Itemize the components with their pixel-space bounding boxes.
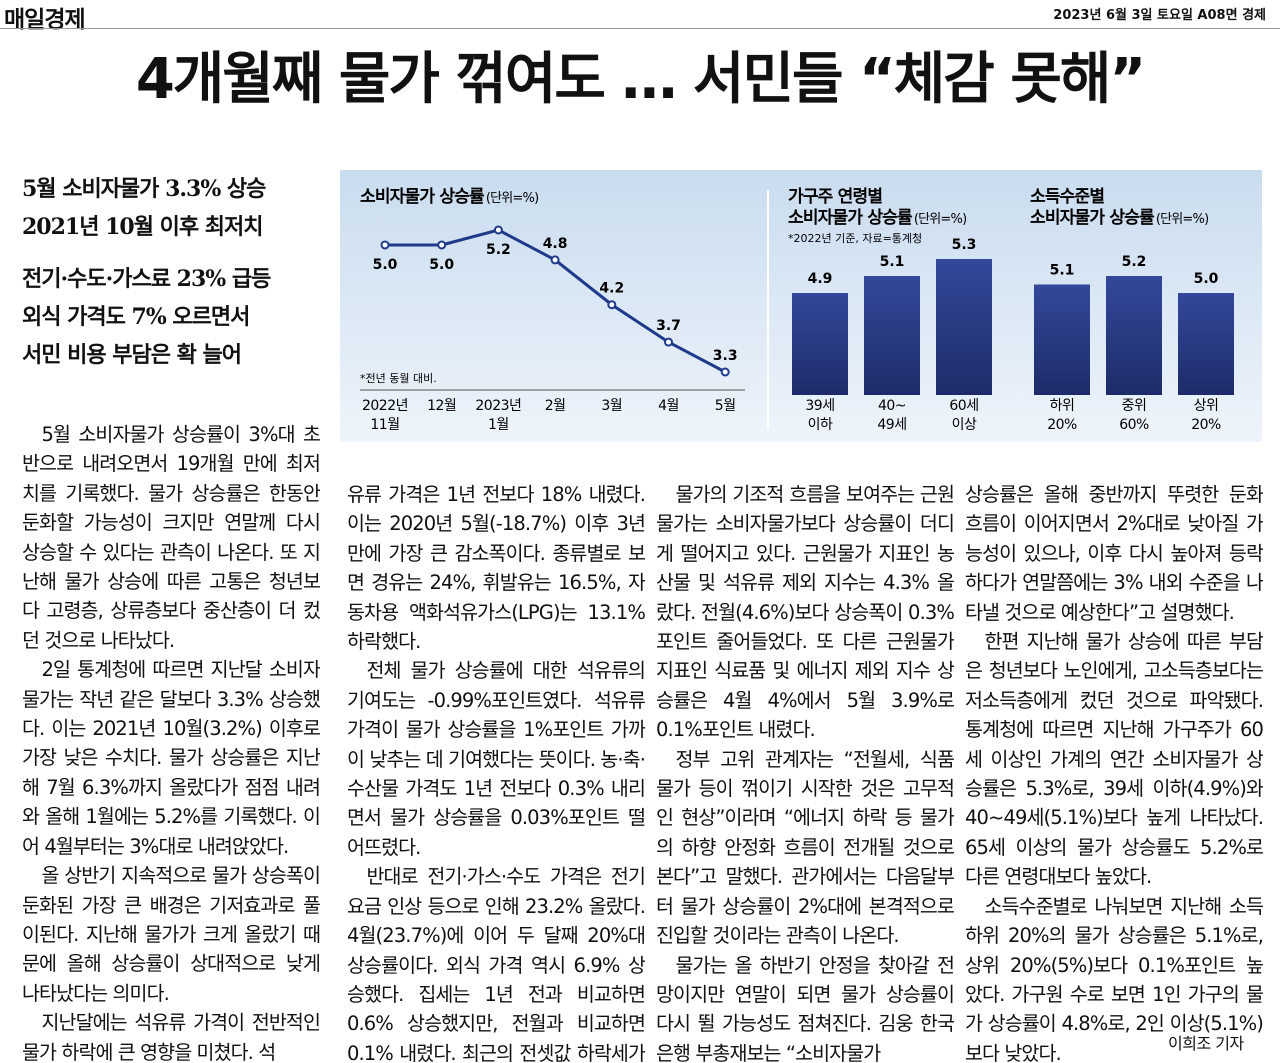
paragraph: 지난달에는 석유류 가격이 전반적인 물가 하락에 큰 영향을 미쳤다. 석 — [22, 1011, 320, 1063]
paragraph: 전체 물가 상승률에 대한 석유류의 기여도는 -0.99%포인트였다. 석유류… — [347, 659, 645, 859]
subhead-line: 서민 비용 부담은 확 늘어 — [22, 342, 242, 368]
dateline: 2023년 6월 3일 토요일 A08면 경제 — [1053, 8, 1266, 23]
paragraph: 상승률은 올해 중반까지 뚜렷한 둔화 흐름이 이어지면서 2%대로 낮아질 가… — [965, 483, 1263, 624]
point — [664, 337, 673, 347]
byline: 이희조 기자 — [1168, 1034, 1244, 1053]
paragraph: 올 상반기 지속적으로 물가 상승폭이 둔화된 가장 큰 배경은 기저효과로 풀… — [22, 864, 320, 1005]
data-label: 5.2 — [486, 242, 511, 258]
subhead-line: 외식 가격도 7% 오르면서 — [22, 304, 250, 330]
chart-unit: (단위=%) — [914, 212, 967, 227]
chart-title: 소비자물가 상승률 (단위=%) — [788, 208, 966, 228]
x-tick-label: 20% — [1047, 417, 1077, 433]
bar — [792, 293, 848, 395]
x-tick-label: 4월 — [658, 398, 679, 414]
x-tick-label: 2월 — [545, 398, 566, 414]
chart-unit: (단위=%) — [1156, 212, 1209, 227]
bar — [1178, 293, 1234, 395]
data-label: 5.0 — [1194, 271, 1219, 287]
x-tick-label: 이상 — [952, 417, 977, 433]
paragraph: 소득수준별로 나눠보면 지난해 소득 하위 20%의 물가 상승률은 5.1%로… — [965, 894, 1263, 1063]
body-column: 5월 소비자물가 상승률이 3%대 초반으로 내려오면서 19개월 만에 최저치… — [22, 420, 320, 1063]
x-tick-label: 60세 — [949, 398, 978, 414]
point — [550, 255, 560, 265]
body-column: 유류 가격은 1년 전보다 18% 내렸다. 이는 2020년 5월(-18.7… — [347, 480, 645, 1063]
paragraph: 2일 통계청에 따르면 지난달 소비자물가는 작년 같은 달보다 3.3% 상승… — [22, 658, 320, 858]
body-column: 상승률은 올해 중반까지 뚜렷한 둔화 흐름이 이어지면서 2%대로 낮아질 가… — [965, 480, 1263, 1063]
chart-title-text: 가구주 연령별 — [788, 186, 882, 207]
bar — [864, 276, 920, 395]
data-label: 5.2 — [1122, 254, 1147, 270]
paragraph: 물가의 기조적 흐름을 보여주는 근원물가는 소비자물가보다 상승률이 더디게 … — [656, 483, 954, 742]
point — [607, 300, 617, 310]
paragraph: 유류 가격은 1년 전보다 18% 내렸다. 이는 2020년 5월(-18.7… — [347, 483, 645, 654]
chart-title-text: 소비자물가 상승률 — [788, 208, 913, 228]
x-tick-label: 39세 — [805, 398, 834, 414]
data-label: 5.3 — [952, 237, 977, 253]
x-tick-label: 12월 — [427, 398, 456, 414]
data-label: 5.0 — [429, 257, 454, 273]
data-label: 4.8 — [543, 236, 568, 252]
chart-title: 소비자물가 상승률 (단위=%) — [360, 187, 538, 207]
point — [380, 240, 390, 250]
x-tick-label: 1월 — [488, 417, 509, 433]
chart-title-text: 소득수준별 — [1030, 187, 1104, 207]
x-tick-label: 49세 — [877, 417, 906, 433]
subhead-line: 5월 소비자물가 3.3% 상승 — [22, 176, 266, 202]
data-label: 3.7 — [656, 318, 681, 334]
subhead-line: 2021년 10월 이후 최저치 — [22, 214, 264, 240]
bar — [1034, 284, 1090, 395]
chart-title: 소득수준별 — [1030, 187, 1104, 207]
x-tick-label: 하위 — [1050, 398, 1075, 414]
x-tick-label: 상위 — [1194, 398, 1219, 414]
subhead-group: 5월 소비자물가 3.3% 상승 2021년 10월 이후 최저치 — [22, 170, 332, 246]
chart-unit: (단위=%) — [486, 191, 539, 206]
x-tick-label: 11월 — [370, 417, 399, 433]
bar — [936, 259, 992, 395]
data-label: 5.1 — [1050, 263, 1075, 279]
chart-title-text: 소비자물가 상승률 — [360, 187, 485, 207]
paragraph: 물가는 올 하반기 안정을 찾아갈 전망이지만 연말이 되면 물가 상승률이 다… — [656, 953, 954, 1063]
paragraph: 5월 소비자물가 상승률이 3%대 초반으로 내려오면서 19개월 만에 최저치… — [22, 423, 320, 652]
data-label: 5.1 — [880, 254, 905, 270]
chart-panel: 소비자물가 상승률 (단위=%)*전년 동월 대비.5.0 5.05.2 4.84.2… — [340, 170, 1262, 442]
chart-title: 가구주 연령별 — [788, 186, 882, 207]
chart-note: *전년 동월 대비. — [360, 372, 437, 385]
x-tick-label: 중위 — [1122, 398, 1147, 414]
x-tick-label: 20% — [1191, 417, 1221, 433]
x-tick-label: 40~ — [878, 398, 906, 414]
x-tick-label: 2022년 — [362, 398, 408, 414]
x-tick-label: 이하 — [808, 417, 833, 433]
paragraph: 반대로 전기·가스·수도 가격은 전기요금 인상 등으로 인해 23.2% 올랐… — [347, 865, 645, 1063]
paragraph: 한편 지난해 물가 상승에 따른 부담은 청년보다 노인에게, 고소득층보다는 … — [965, 630, 1263, 889]
x-tick-label: 60% — [1119, 417, 1149, 433]
data-label: 4.9 — [808, 271, 833, 287]
data-label: 4.2 — [599, 281, 624, 297]
data-label: 3.3 — [713, 348, 738, 364]
headline: 4개월째 물가 꺾여도 … 서민들 “체감 못해” — [135, 47, 1146, 112]
point — [720, 367, 730, 377]
bar — [1106, 276, 1162, 395]
paragraph: 정부 고위 관계자는 “전월세, 식품 물가 등이 꺾이기 시작한 것은 고무적… — [656, 747, 954, 948]
body-column: 물가의 기조적 흐름을 보여주는 근원물가는 소비자물가보다 상승률이 더디게 … — [656, 480, 954, 1063]
x-tick-label: 2023년 — [475, 398, 521, 414]
point — [437, 240, 447, 250]
data-label: 5.0 — [373, 257, 398, 273]
chart-note: *2022년 기준, 자료=통계청 — [788, 232, 922, 245]
x-tick-label: 3월 — [601, 398, 622, 414]
chart-title: 소비자물가 상승률 (단위=%) — [1030, 208, 1208, 228]
header-rule — [0, 28, 1280, 29]
chart-title-text: 소비자물가 상승률 — [1030, 208, 1155, 228]
subhead-line: 전기·수도·가스료 23% 급등 — [22, 266, 271, 292]
x-tick-label: 5월 — [715, 398, 736, 414]
point — [493, 225, 503, 235]
